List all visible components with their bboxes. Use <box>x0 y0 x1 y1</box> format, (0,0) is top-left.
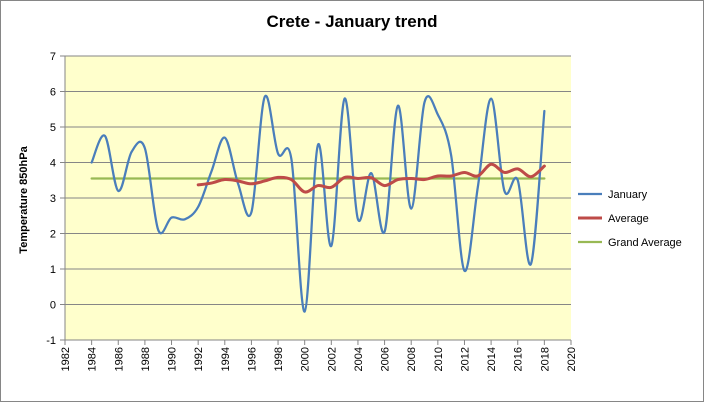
x-tick-label: 1984 <box>87 347 99 371</box>
legend: January Average Grand Average <box>578 189 682 249</box>
y-tick-label: 6 <box>50 87 56 99</box>
y-tick-label: 1 <box>50 264 56 276</box>
x-tick-label: 2020 <box>566 347 578 371</box>
x-tick-label: 1998 <box>273 347 285 371</box>
y-tick-label: -1 <box>46 335 56 347</box>
legend-label-january: January <box>608 189 648 201</box>
x-tick-label: 1996 <box>246 347 258 371</box>
x-tick-label: 2014 <box>486 347 498 371</box>
x-tick-label: 1982 <box>60 347 72 371</box>
legend-label-average: Average <box>608 213 649 225</box>
y-tick-label: 4 <box>50 158 56 170</box>
series-line-average <box>196 162 546 194</box>
series-lines <box>90 94 546 313</box>
x-tick-labels: 1982 1984 1986 1988 1990 1992 1994 1996 1998 2000… <box>60 347 578 371</box>
x-tick-label: 2002 <box>326 347 338 371</box>
x-tick-label: 2008 <box>406 347 418 371</box>
y-tick-label: 3 <box>50 193 56 205</box>
y-tick-label: 7 <box>50 51 56 63</box>
axes <box>64 56 572 345</box>
x-tick-label: 1988 <box>140 347 152 371</box>
x-tick-label: 2004 <box>353 347 365 371</box>
x-tick-label: 2006 <box>380 347 392 371</box>
x-tick-label: 2018 <box>539 347 551 371</box>
y-tick-label: 0 <box>50 300 56 312</box>
y-tick-label: 2 <box>50 229 56 241</box>
x-tick-label: 2012 <box>459 347 471 371</box>
y-tick-label: 5 <box>50 122 56 134</box>
y-tick-labels: -1 0 1 2 3 4 5 6 7 <box>46 51 56 347</box>
x-tick-label: 1990 <box>167 347 179 371</box>
x-tick-label: 2000 <box>300 347 312 371</box>
x-tick-label: 2016 <box>513 347 525 371</box>
x-tick-label: 1994 <box>220 347 232 371</box>
chart-title: Crete - January trend <box>266 12 438 31</box>
x-tick-label: 2010 <box>433 347 445 371</box>
legend-label-grand-average: Grand Average <box>608 237 682 249</box>
x-tick-label: 1986 <box>113 347 125 371</box>
series-line-january <box>90 94 546 313</box>
x-tick-label: 1992 <box>193 347 205 371</box>
